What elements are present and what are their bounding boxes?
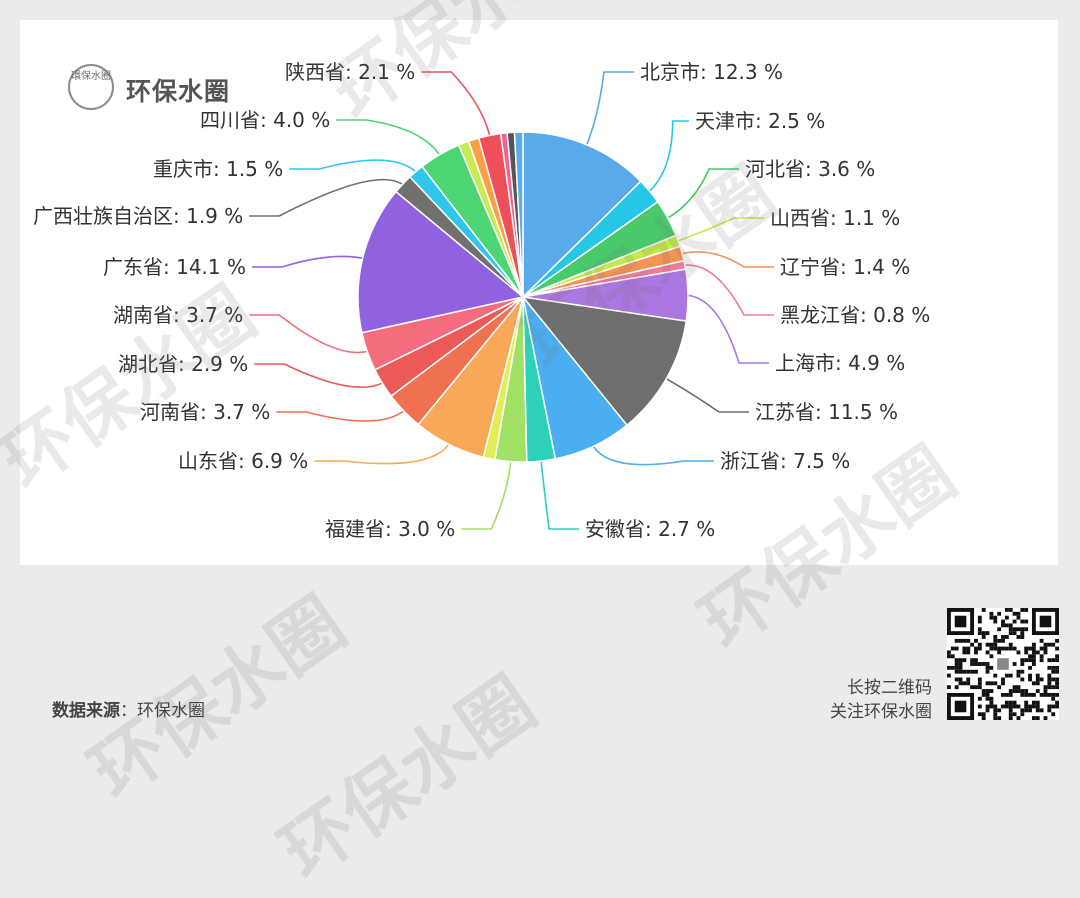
slice-label: 湖南省: 3.7 %	[113, 303, 243, 327]
leader-line	[678, 251, 774, 268]
leader-line	[421, 71, 492, 140]
slice-label: 河南省: 3.7 %	[140, 400, 270, 424]
data-source-label: 数据来源	[52, 701, 120, 721]
leader-line	[276, 407, 408, 422]
pie-slice	[521, 295, 688, 427]
data-source: 数据来源：环保水圈	[52, 696, 205, 721]
pie-slice	[513, 131, 524, 298]
leader-line	[461, 457, 512, 530]
leader-line	[590, 442, 714, 466]
slice-label: 重庆市: 1.5 %	[153, 157, 283, 181]
slice-label: 山西省: 1.1 %	[770, 206, 900, 230]
pie-slice	[522, 131, 642, 299]
brand-name: 环保水圈	[126, 77, 231, 106]
slice-label: 广东省: 14.1 %	[103, 255, 246, 279]
slice-label: 黑龙江省: 0.8 %	[780, 303, 930, 327]
leader-line	[662, 376, 749, 413]
leader-line	[252, 255, 367, 268]
slice-label: 福建省: 3.0 %	[325, 517, 455, 541]
leader-line	[289, 159, 420, 176]
data-source-separator: ：	[120, 701, 137, 721]
leader-line	[584, 71, 634, 149]
pie-slice	[357, 190, 525, 334]
slice-label: 天津市: 2.5 %	[695, 109, 825, 133]
slice-label: 浙江省: 7.5 %	[720, 449, 850, 473]
slice-label: 北京市: 12.3 %	[640, 60, 783, 84]
leader-line	[680, 264, 774, 316]
slice-label: 湖北省: 2.9 %	[118, 352, 248, 376]
qr-caption-line1: 长按二维码	[847, 678, 932, 698]
leader-line	[336, 119, 443, 159]
qr-code-icon[interactable]	[947, 608, 1059, 720]
slice-label: 上海市: 4.9 %	[775, 351, 905, 375]
brand-logo: 環保水圈 环保水圈	[68, 64, 268, 116]
leader-line	[314, 440, 452, 465]
leader-line	[646, 120, 689, 195]
slice-label: 广西壮族自治区: 1.9 %	[33, 204, 243, 228]
leader-line	[249, 314, 372, 354]
leader-line	[249, 178, 407, 217]
qr-caption-line2: 关注环保水圈	[830, 702, 932, 722]
slice-label: 四川省: 4.0 %	[200, 108, 330, 132]
slice-label: 山东省: 6.9 %	[178, 449, 308, 473]
leader-line	[254, 363, 387, 388]
brand-badge-icon: 環保水圈	[68, 64, 114, 110]
slice-label: 陕西省: 2.1 %	[285, 60, 415, 84]
slice-label: 河北省: 3.6 %	[745, 157, 875, 181]
data-source-value: 环保水圈	[137, 701, 205, 721]
slice-label: 江苏省: 11.5 %	[755, 400, 898, 424]
leader-line	[539, 456, 579, 530]
leader-line	[663, 168, 739, 221]
slice-label: 安徽省: 2.7 %	[585, 517, 715, 541]
pie-chart: 北京市: 12.3 % 天津市: 2.5 % 河北省: 3.6 % 山西省: 1.1 …	[33, 60, 930, 541]
slice-label: 辽宁省: 1.4 %	[780, 255, 910, 279]
qr-caption: 长按二维码 关注环保水圈	[760, 676, 932, 724]
leader-line	[683, 294, 769, 364]
leader-line	[674, 217, 764, 243]
